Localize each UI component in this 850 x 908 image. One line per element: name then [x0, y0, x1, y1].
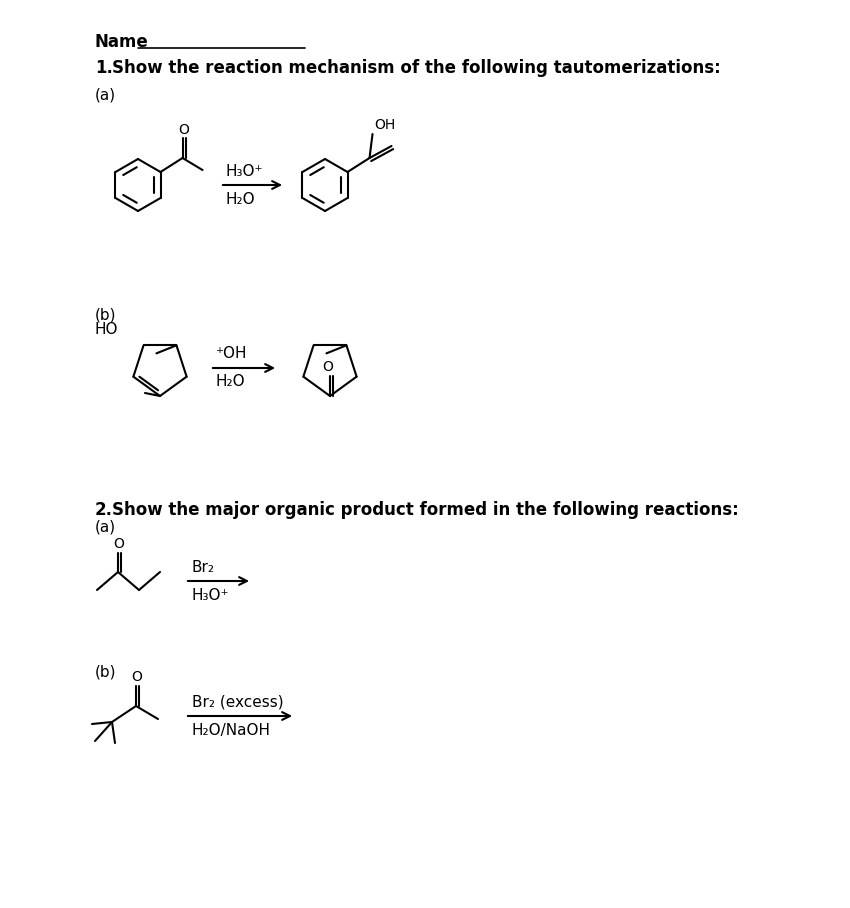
Text: HO: HO [95, 322, 118, 338]
Text: O: O [132, 670, 143, 684]
Text: (b): (b) [95, 665, 116, 679]
Text: ⁺OH: ⁺OH [216, 346, 247, 360]
Text: O: O [114, 537, 124, 551]
Text: (a): (a) [95, 519, 116, 535]
Text: H₂O: H₂O [216, 373, 246, 389]
Text: H₃O⁺: H₃O⁺ [192, 587, 230, 603]
Text: H₂O/NaOH: H₂O/NaOH [192, 723, 271, 737]
Text: Name: Name [95, 33, 149, 51]
Text: Show the reaction mechanism of the following tautomerizations:: Show the reaction mechanism of the follo… [112, 59, 721, 77]
Text: Br₂ (excess): Br₂ (excess) [192, 695, 284, 709]
Text: 2.: 2. [95, 501, 113, 519]
Text: Br₂: Br₂ [192, 559, 215, 575]
Text: 1.: 1. [95, 59, 113, 77]
Text: H₂O: H₂O [226, 192, 256, 208]
Text: O: O [322, 360, 333, 374]
Text: O: O [178, 123, 189, 137]
Text: (b): (b) [95, 308, 116, 322]
Text: OH: OH [375, 118, 396, 132]
Text: Show the major organic product formed in the following reactions:: Show the major organic product formed in… [112, 501, 739, 519]
Text: H₃O⁺: H₃O⁺ [226, 164, 264, 180]
Text: (a): (a) [95, 87, 116, 103]
